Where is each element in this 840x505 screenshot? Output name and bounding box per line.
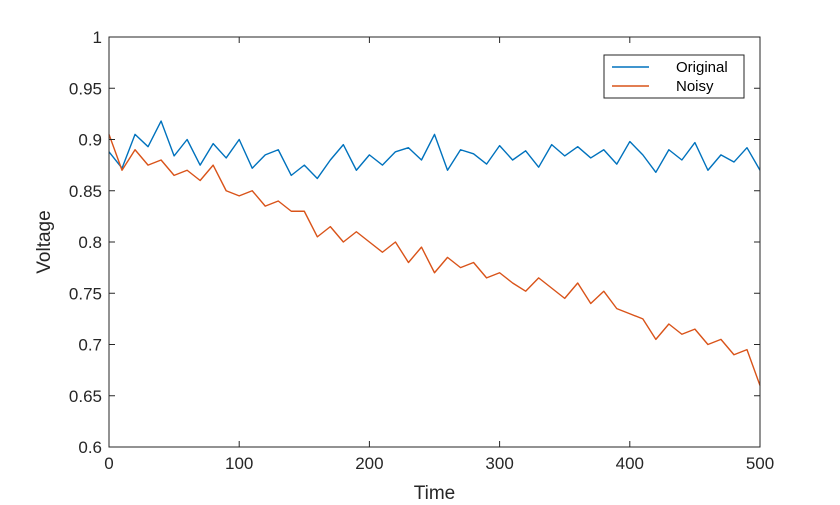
y-tick-label: 0.85 [69,182,102,201]
y-tick-label: 0.7 [78,336,102,355]
legend-box [603,54,745,99]
x-axis-label: Time [414,483,456,504]
y-axis-ticks: 0.6 0.65 0.7 0.75 0.8 0.85 0.9 0.95 1 [69,28,760,457]
legend-label-noisy: Noisy [676,78,714,95]
y-tick-label: 0.9 [78,131,102,150]
y-tick-label: 0.6 [78,438,102,457]
y-tick-label: 1 [93,28,102,47]
y-tick-label: 0.75 [69,284,102,303]
x-axis-ticks: 0 100 200 300 400 500 [104,37,774,473]
y-tick-label: 0.8 [78,233,102,252]
series-line-noisy [108,134,761,386]
legend-label-original: Original [676,59,728,76]
series-layer [108,120,761,386]
x-tick-label: 200 [355,454,383,473]
x-tick-label: 300 [485,454,513,473]
y-tick-label: 0.95 [69,79,102,98]
series-line-original [108,120,761,180]
x-tick-label: 400 [616,454,644,473]
x-tick-label: 100 [225,454,253,473]
x-tick-label: 500 [746,454,774,473]
y-tick-label: 0.65 [69,387,102,406]
x-tick-label: 0 [104,454,113,473]
y-axis-label: Voltage [34,210,55,273]
legend: Original Noisy [603,54,745,99]
plot-area [109,37,760,447]
